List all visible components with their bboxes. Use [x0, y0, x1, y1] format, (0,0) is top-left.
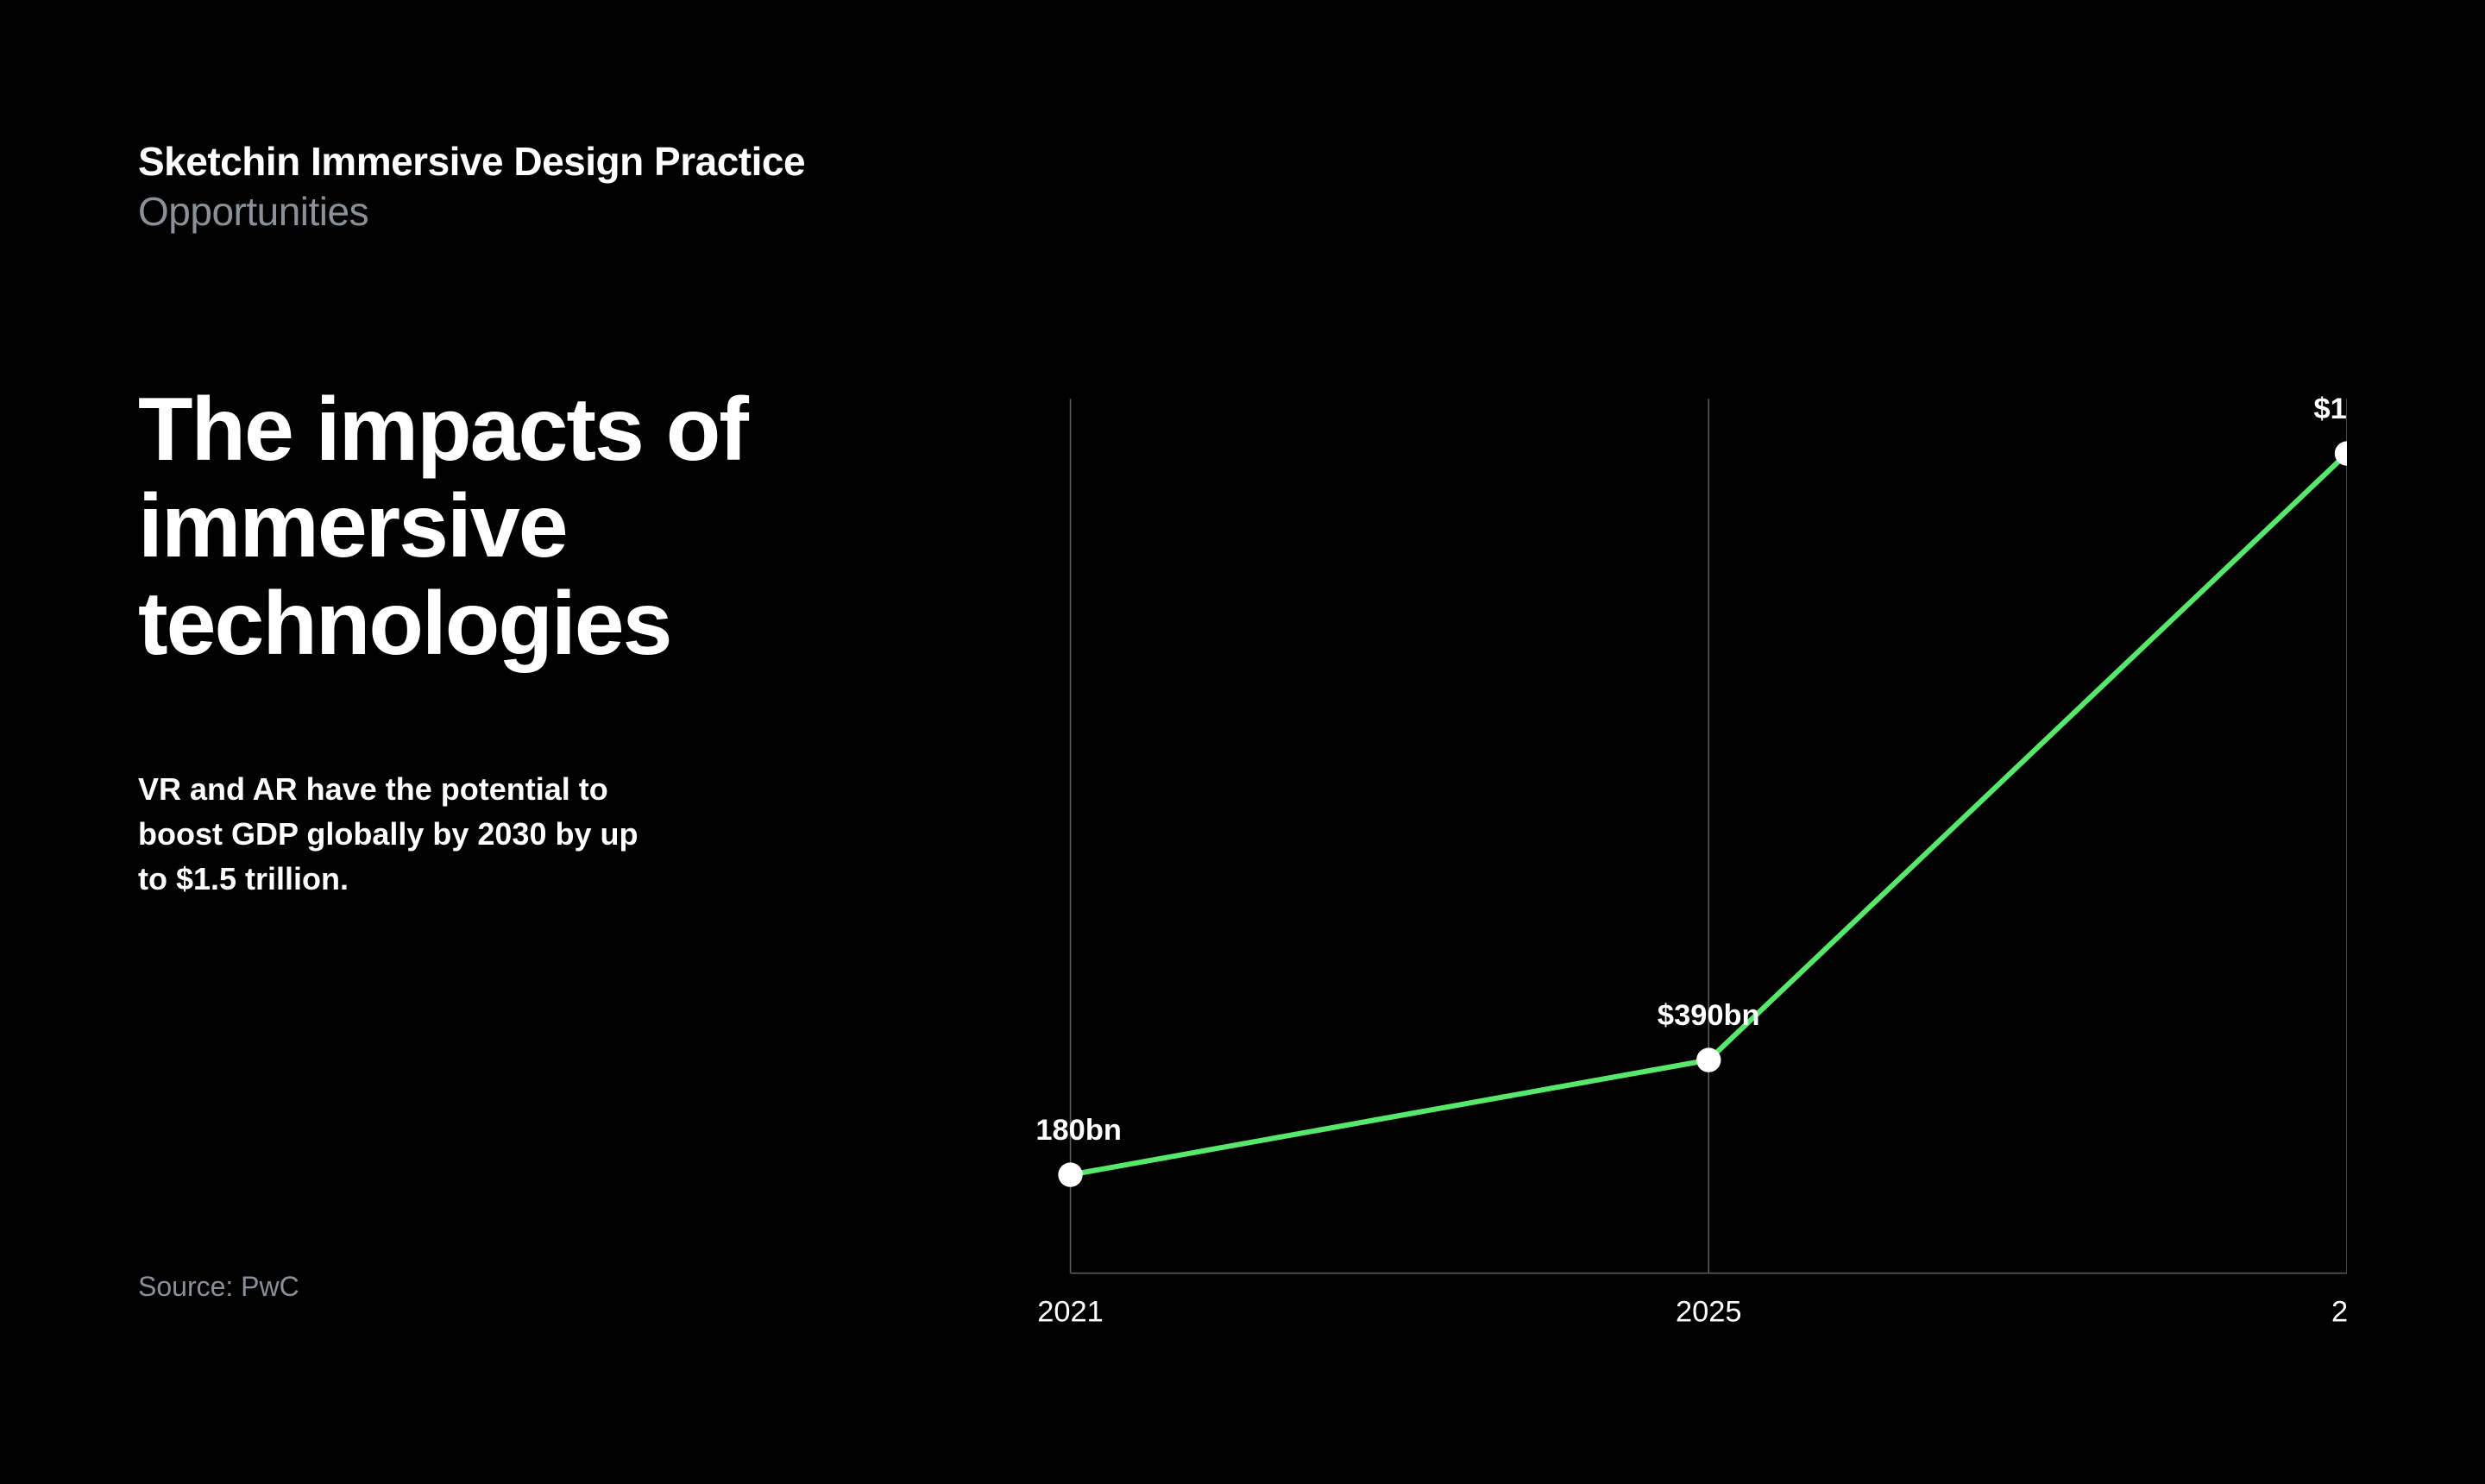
page-subtitle: VR and AR have the potential to boost GD…	[138, 767, 639, 902]
chart-x-label: 2021	[1037, 1295, 1104, 1328]
header-brand: Sketchin Immersive Design Practice	[138, 138, 2347, 185]
chart-value-label: $390bn	[1658, 999, 1760, 1032]
chart-marker	[1696, 1047, 1721, 1072]
chart-column: $180bn $390bn $1500bn 2021 2025 2030	[1035, 381, 2347, 1343]
header-section: Opportunities	[138, 188, 2347, 235]
chart-marker	[1058, 1162, 1082, 1186]
text-column: The impacts of immersive technologies VR…	[138, 381, 932, 1343]
page-title: The impacts of immersive technologies	[138, 381, 932, 672]
growth-line-chart: $180bn $390bn $1500bn 2021 2025 2030	[1035, 381, 2347, 1343]
chart-x-label: 2025	[1676, 1295, 1742, 1328]
body-row: The impacts of immersive technologies VR…	[138, 381, 2347, 1343]
source-attribution: Source: PwC	[138, 1271, 299, 1303]
chart-value-label: $1500bn	[2313, 393, 2347, 425]
slide: Sketchin Immersive Design Practice Oppor…	[0, 0, 2485, 1484]
chart-x-label: 2030	[2331, 1295, 2347, 1328]
chart-value-label: $180bn	[1035, 1114, 1122, 1147]
